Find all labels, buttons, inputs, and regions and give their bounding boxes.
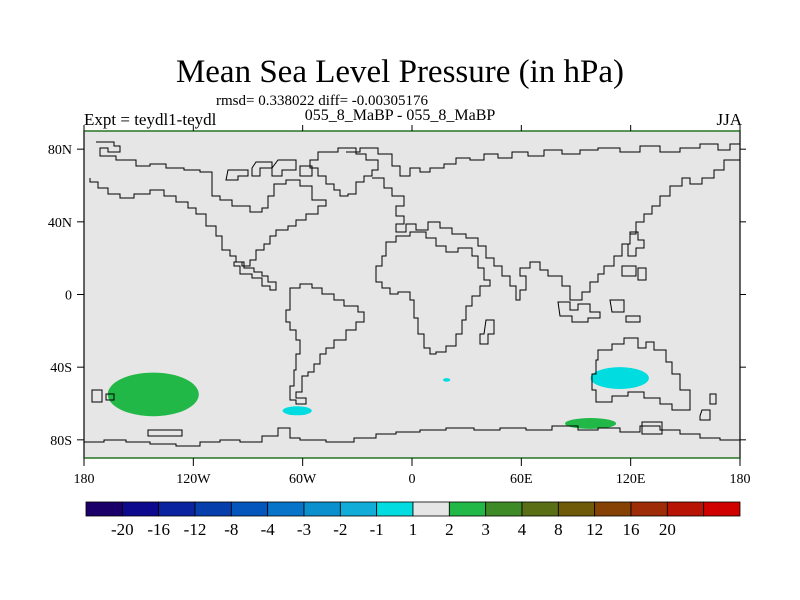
colorbar-swatch: [594, 501, 632, 517]
coastline-japan: [627, 231, 647, 281]
chart-title: Mean Sea Level Pressure (in hPa): [175, 54, 625, 90]
coastline-africa: [375, 231, 491, 355]
colorbar-swatch: [376, 501, 414, 517]
anomaly-region-3: [442, 378, 451, 382]
y-tick-label: 40S: [50, 361, 72, 376]
colorbar-label: -2: [333, 520, 347, 539]
colorbar-label: 20: [659, 520, 676, 539]
coastline-layer: [84, 141, 740, 447]
colorbar-label: -20: [111, 520, 134, 539]
colorbar-swatch: [158, 501, 196, 517]
y-tick-label: 80S: [50, 434, 72, 449]
x-tick-label: 180: [730, 472, 751, 487]
colorbar-swatch: [303, 501, 341, 517]
x-tick-label: 60E: [510, 472, 533, 487]
coastline-canadian-islands: [225, 159, 313, 181]
anomaly-region-2: [282, 406, 312, 416]
coastline-indonesia: [557, 299, 641, 323]
colorbar-swatch: [194, 501, 232, 517]
colorbar-swatch: [230, 501, 269, 517]
colorbar-label: -16: [147, 520, 170, 539]
coastline-south-america: [285, 283, 365, 405]
x-tick-label: 60W: [289, 472, 317, 487]
colorbar-swatch: [630, 501, 668, 517]
colorbar-label: 12: [586, 520, 603, 539]
coastline-antarctica: [84, 425, 740, 447]
anomaly-region-5: [565, 418, 617, 429]
colorbar-label: 3: [481, 520, 490, 539]
coastline-antarctic-islands: [147, 421, 663, 437]
colorbar-label: 4: [518, 520, 527, 539]
coastline-new-zealand: [699, 393, 717, 421]
x-tick-label: 0: [409, 472, 416, 487]
colorbar-label: 16: [623, 520, 640, 539]
x-tick-label: 120W: [176, 472, 211, 487]
y-tick-label: 40N: [48, 216, 72, 231]
colorbar-swatch: [339, 501, 378, 517]
colorbar-label: 1: [409, 520, 418, 539]
colorbar-swatch: [703, 501, 741, 517]
season-label: JJA: [716, 110, 742, 129]
y-tick-label: 80N: [48, 143, 72, 158]
anomaly-region-1: [107, 372, 199, 417]
colorbar-swatch: [666, 501, 705, 517]
coastline-greenland: [309, 147, 379, 197]
colorbar-label: -3: [297, 520, 311, 539]
colorbar-label: 8: [554, 520, 563, 539]
colorbar-swatch: [85, 501, 123, 517]
y-axis: 80N 40N 0 40S 80S: [48, 143, 746, 449]
coastline-north-america: [89, 141, 327, 291]
colorbar-swatch: [448, 501, 487, 517]
coastline-australia: [591, 337, 691, 411]
colorbar-label: -12: [184, 520, 207, 539]
colorbar-swatch: [557, 501, 596, 517]
coastline-eurasia: [346, 143, 740, 301]
colorbar-label: 2: [445, 520, 454, 539]
x-tick-label: 180: [74, 472, 95, 487]
colorbar-label: -8: [224, 520, 238, 539]
colorbar-swatch: [412, 501, 450, 517]
anomaly-layer: [107, 367, 649, 429]
anomaly-region-4: [590, 367, 649, 389]
y-tick-label: 0: [65, 289, 72, 304]
colorbar-swatch: [485, 501, 523, 517]
colorbar-swatch: [521, 501, 559, 517]
coastline-madagascar: [479, 319, 495, 345]
colorbar-swatch: [121, 501, 160, 517]
colorbar: -20 -16 -12 -8 -4 -3 -2 -1 1 2 3 4 8 12 16 20: [85, 501, 741, 539]
rmsd-diff-label: rmsd= 0.338022 diff= -0.00305176: [216, 93, 429, 109]
x-axis: 180 120W 60W 0 60E 120E 180: [74, 125, 751, 487]
x-tick-label: 120E: [616, 472, 646, 487]
colorbar-label: -1: [370, 520, 384, 539]
comparison-label: 055_8_MaBP - 055_8_MaBP: [304, 107, 496, 124]
experiment-label: Expt = teydl1-teydl: [84, 110, 217, 129]
colorbar-swatch: [267, 501, 305, 517]
coastline-pacific-islands: [91, 265, 637, 403]
colorbar-label: -4: [261, 520, 276, 539]
